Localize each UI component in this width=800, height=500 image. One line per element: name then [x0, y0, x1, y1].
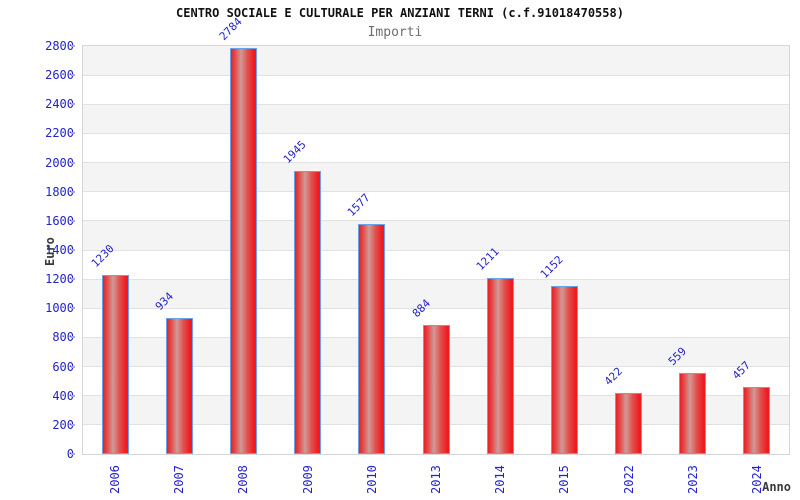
x-tick-label: 2008 [236, 465, 251, 494]
gridline [83, 278, 789, 280]
bar-2013 [422, 325, 450, 454]
y-tick-mark [71, 190, 75, 193]
y-tick-label: 600 [52, 359, 74, 374]
y-tick-label: 1200 [45, 272, 74, 287]
bar-2009 [294, 171, 322, 454]
gridline [83, 220, 789, 222]
y-tick-label: 2000 [45, 155, 74, 170]
y-tick-mark [71, 219, 75, 222]
y-tick-label: 1000 [45, 301, 74, 316]
y-tick-mark [71, 103, 75, 106]
y-axis-title: Euro [43, 237, 57, 266]
bar-2024 [743, 387, 771, 454]
y-tick-label: 2200 [45, 126, 74, 141]
bar-2015 [550, 286, 578, 454]
y-tick-mark [71, 45, 75, 47]
y-tick-label: 200 [52, 417, 74, 432]
y-tick-label: 2400 [45, 97, 74, 112]
y-tick-mark [71, 365, 75, 368]
x-tick-label: 2014 [493, 465, 508, 494]
bar-value-label: 1577 [345, 191, 374, 219]
gridline [83, 191, 789, 193]
gridline [83, 132, 789, 134]
bar-2014 [486, 278, 514, 454]
y-tick-mark [71, 74, 75, 77]
bar-value-label: 559 [666, 344, 690, 368]
y-tick-label: 0 [14, 447, 74, 461]
y-tick-mark [71, 132, 75, 135]
x-tick-label: 2015 [557, 465, 572, 494]
y-tick-mark [71, 161, 75, 164]
bar-value-label: 884 [409, 296, 433, 320]
y-tick-label: 1600 [45, 213, 74, 228]
x-tick-label: 2009 [300, 465, 315, 494]
y-tick-mark [71, 453, 75, 455]
bar-value-label: 1230 [88, 242, 117, 270]
x-tick-label: 2013 [429, 465, 443, 494]
gridline [83, 74, 789, 76]
y-tick-mark [71, 394, 75, 397]
bar-2023 [679, 373, 707, 454]
bar-value-label: 422 [601, 364, 626, 388]
chart-title: CENTRO SOCIALE E CULTURALE PER ANZIANI T… [176, 6, 624, 20]
y-tick-label: 1800 [45, 184, 74, 199]
plot-area: 1230 934 2784 1945 1577 884 1211 1152 422 559 457 [82, 15, 790, 455]
bar-2006 [101, 275, 129, 454]
y-tick-mark [71, 278, 75, 281]
y-tick-label: 400 [52, 388, 74, 403]
y-tick-mark [71, 336, 75, 339]
bar-2022 [615, 393, 643, 454]
x-tick-label: 2023 [685, 465, 700, 494]
bar-value-label: 1152 [537, 253, 566, 281]
y-tick-label: 800 [52, 330, 74, 345]
gridline [83, 162, 789, 164]
x-axis-title: Anno [762, 480, 791, 494]
gridline [83, 103, 789, 105]
gridline [83, 307, 789, 309]
bar-2007 [165, 318, 193, 454]
bar-value-label: 457 [730, 358, 754, 382]
x-tick-label: 2007 [172, 465, 187, 494]
x-tick-label: 2010 [364, 465, 379, 494]
y-tick-mark [71, 249, 75, 251]
chart-subtitle: Importi [367, 25, 423, 40]
x-tick-label: 2022 [621, 465, 636, 494]
y-tick-label: 2600 [45, 68, 74, 83]
y-tick-mark [71, 423, 75, 426]
bar-2008 [229, 48, 257, 454]
bar-2010 [358, 224, 386, 454]
y-tick-mark [71, 307, 75, 310]
gridline [83, 249, 789, 251]
x-tick-label: 2006 [108, 465, 123, 494]
y-tick-label: 1400 [45, 243, 74, 257]
bar-value-label: 934 [152, 289, 176, 313]
y-tick-label: 2800 [45, 39, 74, 53]
